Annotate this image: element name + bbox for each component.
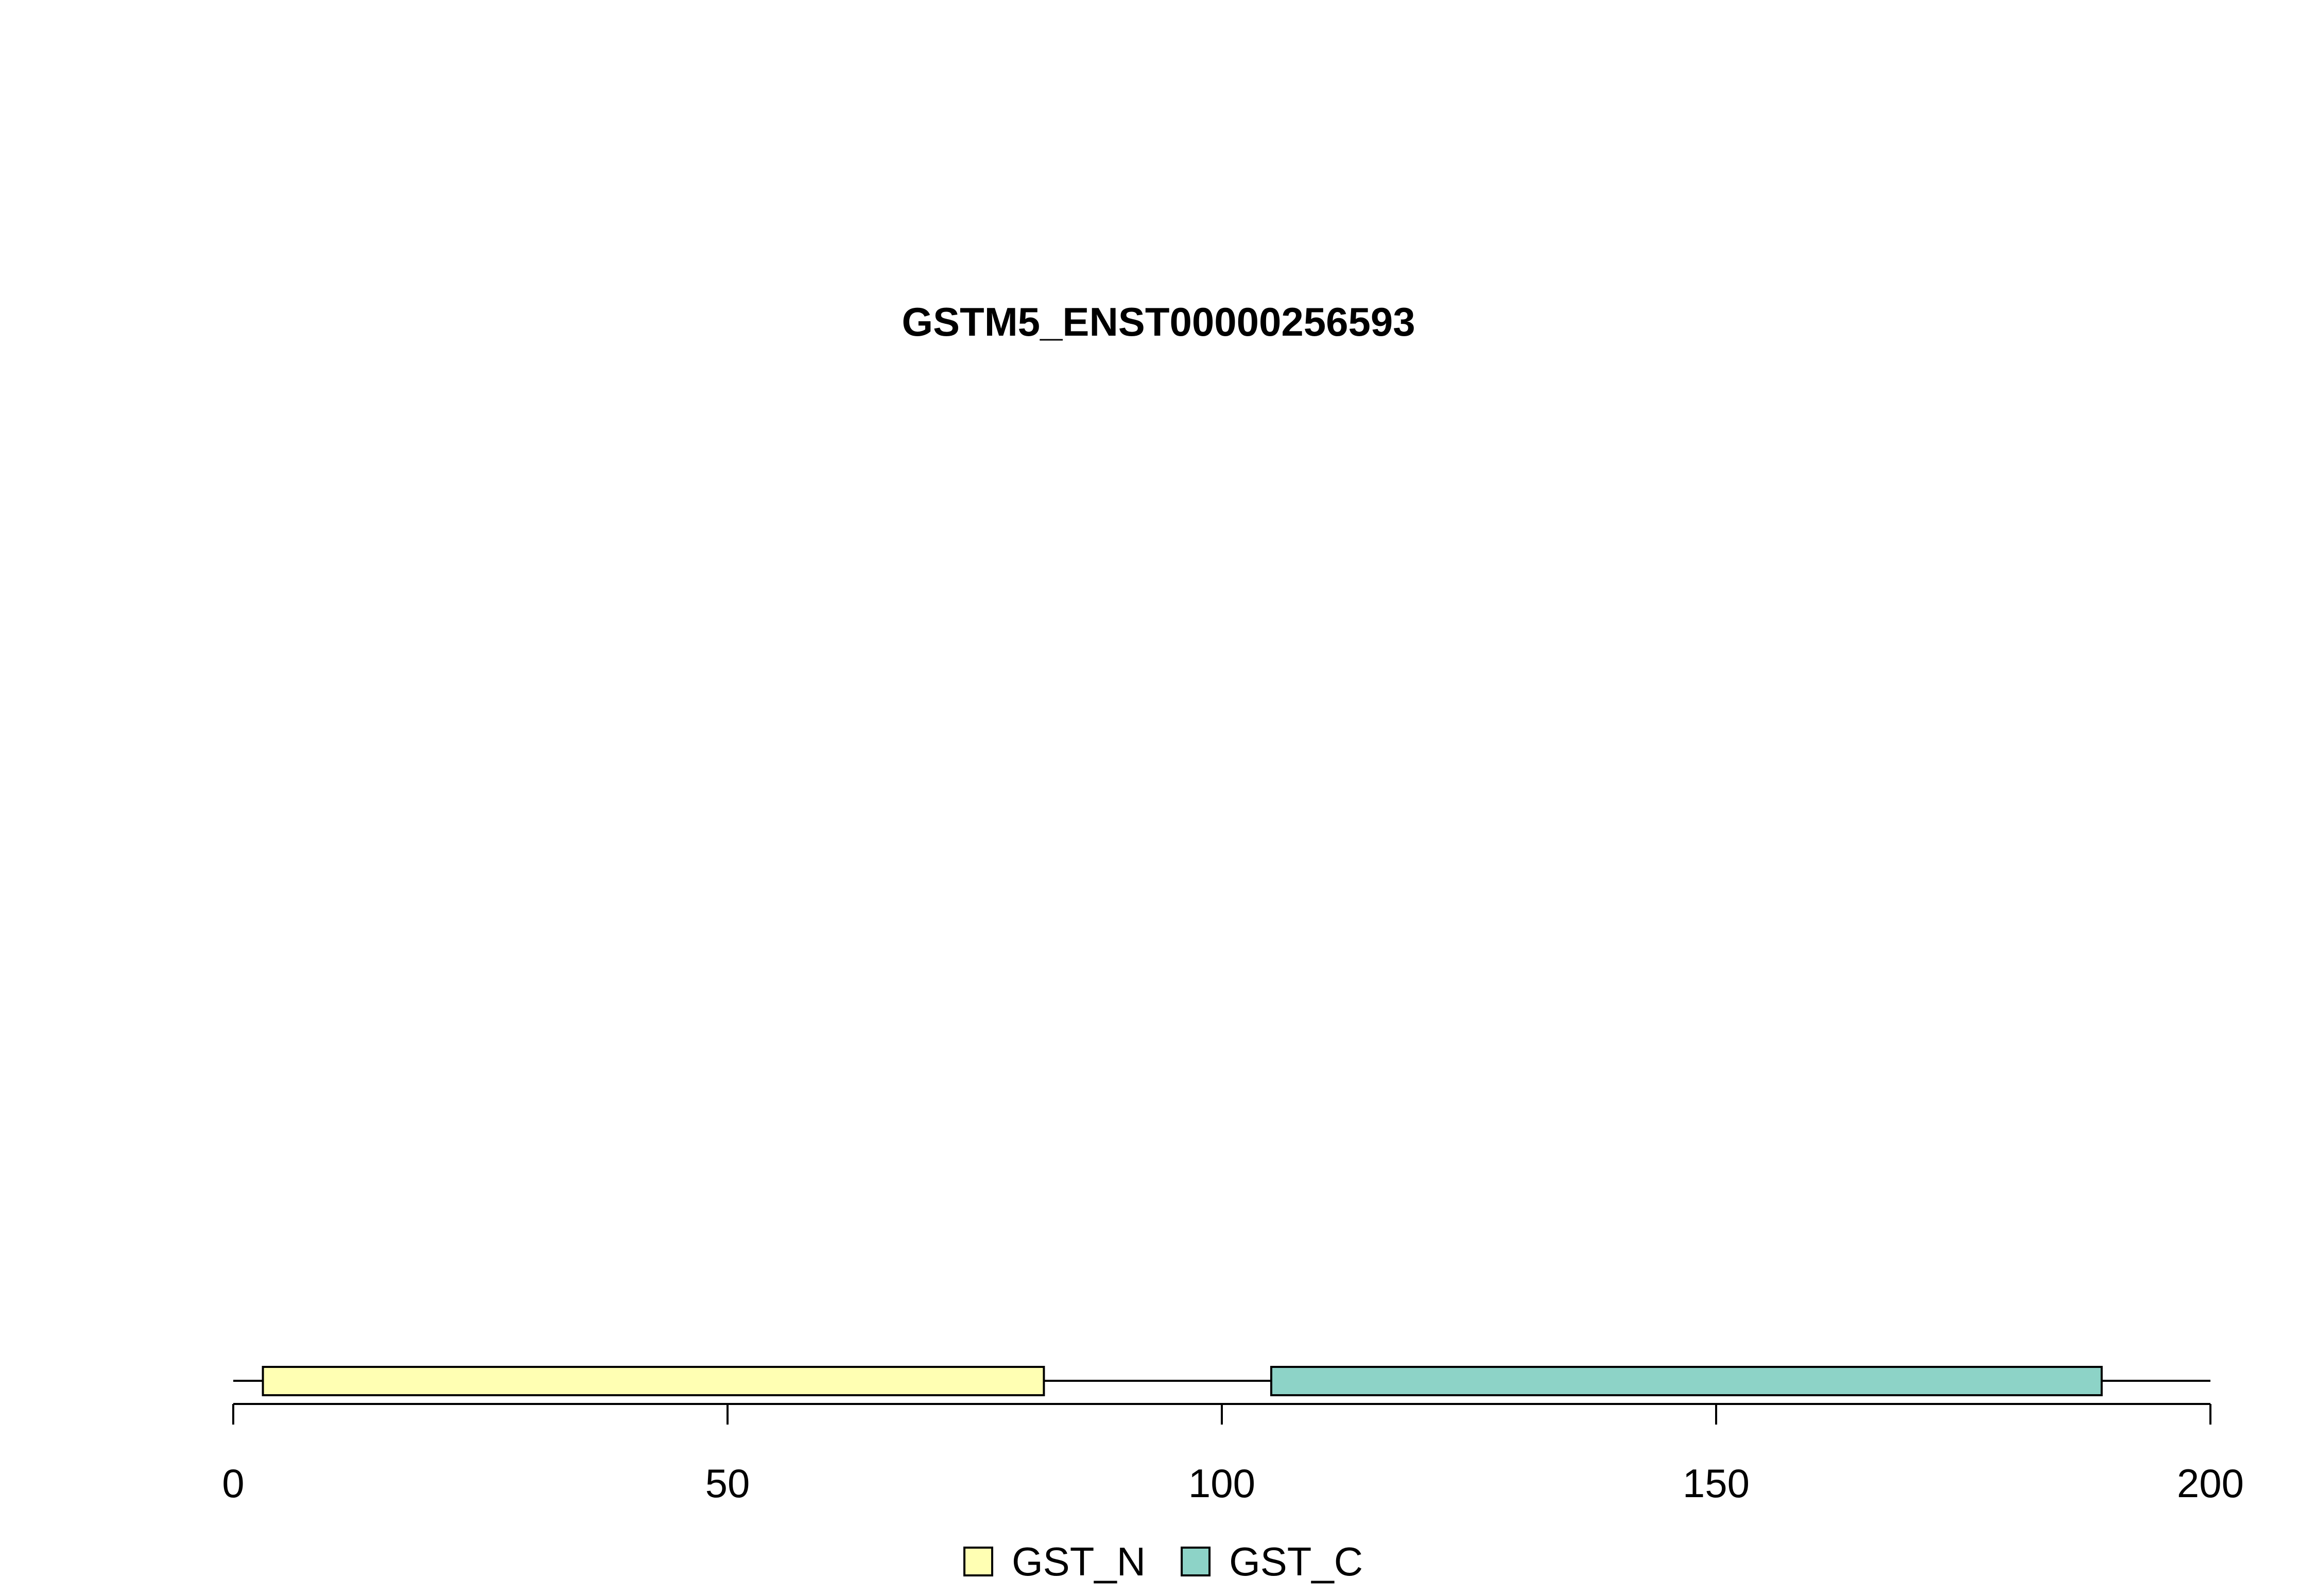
chart-title: GSTM5_ENST00000256593 <box>902 299 1415 344</box>
legend-swatch <box>1181 1547 1211 1576</box>
x-tick-label: 150 <box>1683 1461 1750 1506</box>
x-tick-label: 200 <box>2177 1461 2244 1506</box>
legend-swatch <box>963 1547 993 1576</box>
plot-area <box>233 1366 2210 1396</box>
x-tick-label: 100 <box>1188 1461 1255 1506</box>
x-tick-label: 50 <box>705 1461 750 1506</box>
domain-bar <box>1270 1366 2103 1396</box>
legend: GST_N GST_C <box>963 1539 1363 1584</box>
legend-label: GST_C <box>1229 1539 1363 1584</box>
domain-bar <box>262 1366 1045 1396</box>
x-tick-label: 0 <box>222 1461 244 1506</box>
x-axis: 0 50 100 150 200 <box>222 1403 2244 1506</box>
legend-label: GST_N <box>1012 1539 1146 1584</box>
